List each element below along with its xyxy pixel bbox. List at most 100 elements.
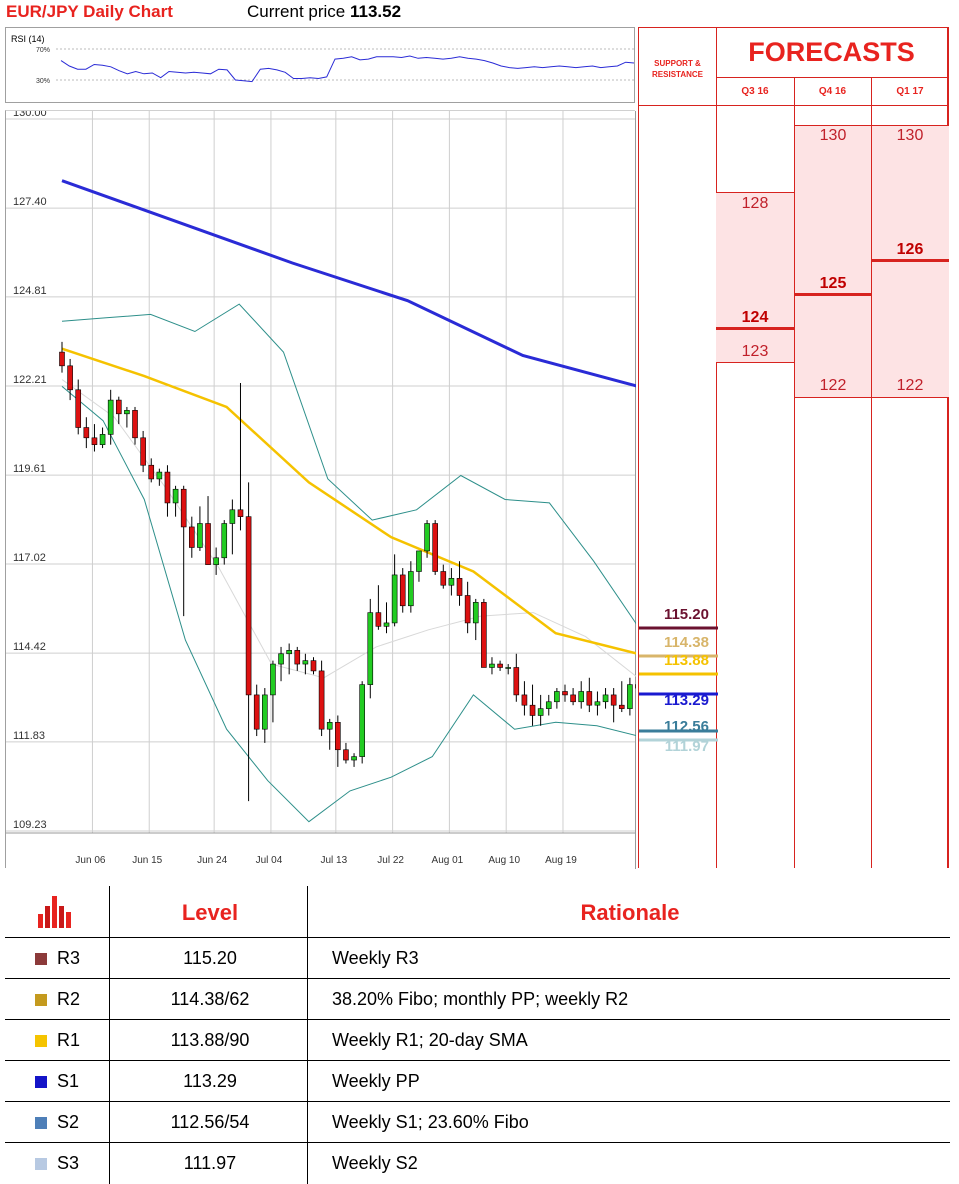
candle-bearish: [635, 684, 641, 689]
forecast-q3-mid: 124: [741, 309, 769, 326]
candle-bearish: [115, 399, 122, 415]
level-value: 113.29: [183, 1071, 237, 1091]
x-tick-label: Jul 13: [320, 855, 347, 866]
sr-header-line1: SUPPORT &: [654, 58, 701, 68]
level-rationale: Weekly S2: [332, 1153, 418, 1173]
price-chart-panel: 130.00 127.40 124.81 122.21 119.61 117.02 114.…: [5, 107, 641, 869]
y-tick-label: 109.23: [13, 819, 47, 831]
candle-bearish: [481, 602, 487, 668]
current-price-label: Current price: [247, 2, 346, 21]
column-divider: [307, 886, 308, 1184]
candle-bullish: [505, 667, 511, 669]
bar-chart-icon: [38, 896, 71, 928]
candle-bullish: [383, 622, 390, 627]
forecast-q4-high: 130: [819, 127, 847, 144]
candle-bearish: [610, 694, 617, 706]
candle-bearish: [618, 704, 625, 709]
table-row: S3 111.97 Weekly S2: [5, 1143, 950, 1184]
table-row: S1 113.29 Weekly PP: [5, 1061, 950, 1102]
level-code: R2: [57, 989, 81, 1009]
support-resistance-header: SUPPORT & RESISTANCE: [639, 28, 716, 106]
candle-bullish: [107, 399, 114, 435]
forecast-mid-line-q4: [795, 293, 871, 296]
candle-bearish: [456, 578, 463, 596]
candle-bullish: [270, 663, 276, 696]
candle-bearish: [245, 516, 252, 696]
level-column-header: Level: [181, 900, 239, 925]
sr-level-label: 113.29: [664, 692, 709, 709]
forecast-mid-line-q1: [872, 259, 949, 262]
sr-level-label: 112.56: [664, 718, 709, 735]
candle-bullish: [545, 701, 552, 709]
candle-bearish: [205, 523, 211, 565]
candle-bullish: [278, 653, 284, 665]
candle-bearish: [513, 667, 520, 696]
candle-bearish: [521, 694, 528, 706]
sma-20-line: [61, 347, 639, 656]
candle-bearish: [253, 694, 260, 730]
y-tick-label: 130.00: [13, 111, 47, 119]
candle-bearish: [432, 523, 438, 572]
candle-bullish: [594, 701, 601, 706]
forecast-q1-high: 130: [896, 127, 924, 144]
candle-bearish: [164, 471, 171, 504]
level-rationale: Weekly R1; 20-day SMA: [332, 1030, 528, 1050]
y-tick-label: 119.61: [13, 463, 46, 475]
y-tick-label: 111.83: [13, 730, 45, 742]
candle-bearish: [91, 437, 98, 445]
forecast-mid-line-q3: [716, 327, 794, 330]
sr-header-line2: RESISTANCE: [652, 69, 703, 79]
rsi-30-label: 30%: [36, 78, 50, 85]
candle-bullish: [416, 550, 422, 572]
forecast-q4-mid: 125: [819, 275, 847, 292]
candle-bearish: [59, 351, 65, 367]
forecast-q3-low: 123: [741, 343, 769, 360]
candle-bearish: [562, 691, 568, 696]
level-swatch: [35, 1158, 47, 1170]
forecast-q4-low: 122: [819, 377, 847, 394]
candle-bearish: [586, 691, 593, 706]
y-tick-label: 122.21: [13, 374, 47, 386]
quarter-q3-16: Q3 16: [716, 78, 794, 106]
current-price: Current price 113.52: [247, 2, 401, 22]
x-tick-label: Jun 15: [132, 855, 162, 866]
price-chart: 130.00 127.40 124.81 122.21 119.61 117.02 114.…: [6, 107, 641, 869]
candle-bullish: [229, 509, 236, 524]
quarter-q4-16: Q4 16: [794, 78, 871, 106]
level-rationale: 38.20% Fibo; monthly PP; weekly R2: [332, 989, 629, 1009]
candle-bullish: [627, 684, 633, 709]
forecast-band-q4: [795, 125, 871, 398]
candle-bearish: [180, 488, 187, 528]
candle-bullish: [172, 488, 179, 504]
table-row: R1 113.88/90 Weekly R1; 20-day SMA: [5, 1020, 950, 1061]
level-value: 111.97: [183, 1153, 237, 1173]
sr-level-label: 113.88: [664, 652, 709, 669]
rsi-panel: RSI (14) 70% 30%: [5, 27, 636, 103]
rationale-column-header: Rationale: [580, 900, 680, 925]
candle-bearish: [570, 694, 576, 703]
candle-bullish: [302, 660, 309, 665]
quarter-q1-17: Q1 17: [871, 78, 949, 106]
sma-200-line: [61, 179, 639, 388]
candle-bullish: [221, 523, 228, 559]
candle-bullish: [156, 471, 163, 480]
level-code: S3: [57, 1153, 80, 1173]
y-tick-label: 114.42: [13, 641, 46, 653]
forecast-divider: [794, 78, 795, 868]
candle-bullish: [359, 684, 365, 757]
level-code: R3: [57, 948, 81, 968]
candle-bullish: [424, 523, 430, 552]
sr-level-label: 115.20: [664, 606, 709, 623]
candle-bearish: [440, 571, 447, 586]
candle-bearish: [237, 509, 244, 517]
column-divider: [109, 886, 110, 938]
table-row: R2 114.38/62 38.20% Fibo; monthly PP; we…: [5, 979, 950, 1020]
candle-bullish: [391, 574, 398, 624]
rsi-chart: RSI (14) 70% 30%: [11, 34, 636, 85]
x-tick-label: Aug 19: [545, 855, 577, 866]
candle-bearish: [140, 437, 146, 466]
y-tick-label: 117.02: [13, 552, 46, 564]
level-swatch: [35, 994, 47, 1006]
candle-bullish: [554, 691, 560, 703]
